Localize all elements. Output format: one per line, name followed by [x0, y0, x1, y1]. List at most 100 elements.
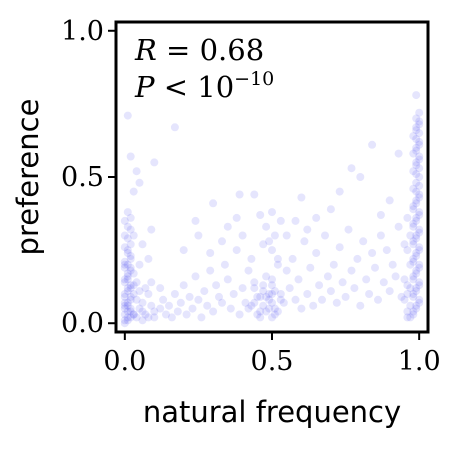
data-point	[135, 287, 144, 296]
data-point	[409, 310, 418, 319]
data-point	[265, 290, 274, 298]
data-point	[412, 231, 421, 240]
data-point	[409, 272, 418, 281]
data-point	[276, 290, 285, 298]
data-point	[123, 249, 132, 257]
data-point	[250, 190, 259, 199]
data-point	[232, 213, 241, 222]
data-point	[268, 208, 276, 217]
data-point	[123, 272, 132, 281]
data-point	[126, 254, 135, 263]
data-point	[132, 295, 141, 304]
data-point	[415, 164, 424, 173]
data-point	[129, 310, 138, 319]
data-point	[262, 307, 271, 316]
data-point	[144, 290, 153, 298]
data-point	[220, 260, 229, 269]
data-point	[147, 225, 156, 234]
data-point	[297, 193, 306, 202]
data-point	[126, 252, 135, 260]
data-point	[303, 290, 312, 298]
data-point	[126, 292, 135, 301]
data-point	[415, 225, 424, 234]
data-point	[123, 111, 132, 120]
y-tick-label: 0.0	[61, 308, 104, 339]
data-point	[312, 249, 321, 257]
data-point	[374, 295, 382, 304]
data-point	[338, 278, 347, 287]
data-point	[400, 295, 409, 304]
data-point	[179, 281, 188, 290]
data-point	[335, 243, 344, 252]
data-point	[218, 237, 226, 246]
data-point	[415, 120, 424, 129]
data-point	[412, 161, 421, 170]
data-point	[144, 254, 153, 263]
data-point	[123, 316, 132, 325]
data-point	[129, 281, 138, 290]
data-point	[415, 208, 424, 217]
data-point	[382, 246, 391, 255]
data-point	[123, 234, 132, 243]
data-point	[415, 228, 424, 237]
data-point	[191, 272, 200, 281]
data-point	[206, 249, 215, 257]
data-point	[412, 196, 421, 205]
data-point	[212, 281, 221, 290]
data-point	[406, 284, 415, 293]
data-point	[138, 240, 147, 249]
data-point	[268, 298, 276, 307]
data-point	[356, 173, 365, 181]
data-point	[150, 158, 159, 167]
data-point	[247, 254, 256, 263]
data-point	[409, 307, 418, 316]
data-point	[353, 254, 362, 263]
data-point	[138, 316, 147, 325]
data-point	[126, 263, 135, 272]
data-point	[270, 310, 279, 319]
data-point	[415, 243, 424, 252]
data-point	[300, 237, 309, 246]
data-point	[126, 266, 135, 275]
data-point	[170, 290, 179, 298]
data-point	[120, 319, 129, 328]
data-point	[126, 307, 135, 316]
data-point	[415, 108, 424, 117]
data-point	[285, 284, 294, 293]
data-point	[412, 143, 421, 152]
data-point	[288, 254, 297, 263]
data-point	[303, 225, 312, 234]
data-point	[123, 313, 132, 322]
data-point	[276, 295, 285, 304]
data-point	[409, 254, 418, 263]
data-point	[409, 205, 418, 214]
data-point	[162, 310, 170, 319]
data-point	[403, 290, 412, 298]
data-point	[256, 307, 265, 316]
data-point	[197, 313, 206, 322]
data-point	[259, 281, 268, 290]
data-point	[244, 266, 253, 275]
data-point	[126, 304, 135, 313]
data-point	[120, 310, 129, 319]
data-point	[273, 254, 282, 263]
data-point	[400, 275, 409, 284]
data-point	[259, 287, 268, 296]
data-point	[406, 231, 415, 240]
data-point	[123, 298, 132, 307]
data-point	[371, 263, 379, 272]
data-point	[312, 213, 321, 222]
data-point	[182, 310, 191, 319]
data-point	[406, 301, 415, 310]
data-point	[388, 260, 397, 269]
data-point	[412, 284, 421, 293]
data-point	[279, 298, 288, 307]
data-point	[309, 301, 318, 310]
data-point	[226, 304, 235, 313]
data-point	[415, 263, 424, 272]
data-point	[126, 313, 135, 322]
data-point	[415, 278, 424, 287]
data-point	[391, 272, 400, 281]
data-point	[194, 295, 203, 304]
data-point	[385, 196, 394, 205]
